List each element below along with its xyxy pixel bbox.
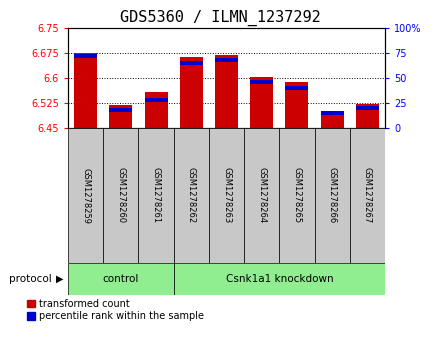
Bar bbox=[321, 111, 344, 114]
Bar bbox=[74, 54, 97, 57]
Text: control: control bbox=[103, 274, 139, 284]
Text: GSM1278265: GSM1278265 bbox=[293, 167, 301, 224]
Text: GSM1278260: GSM1278260 bbox=[116, 167, 125, 224]
Bar bbox=[145, 98, 168, 102]
Bar bbox=[244, 128, 279, 263]
Text: GSM1278261: GSM1278261 bbox=[151, 167, 161, 224]
Text: Csnk1a1 knockdown: Csnk1a1 knockdown bbox=[226, 274, 333, 284]
Bar bbox=[180, 57, 203, 128]
Bar bbox=[250, 77, 273, 128]
Bar bbox=[215, 58, 238, 61]
Bar bbox=[68, 263, 174, 295]
Bar bbox=[286, 82, 308, 128]
Bar bbox=[209, 128, 244, 263]
Text: GSM1278263: GSM1278263 bbox=[222, 167, 231, 224]
Bar bbox=[315, 128, 350, 263]
Text: GSM1278262: GSM1278262 bbox=[187, 167, 196, 224]
Bar bbox=[286, 86, 308, 90]
Text: GSM1278267: GSM1278267 bbox=[363, 167, 372, 224]
Bar bbox=[74, 53, 97, 128]
Text: GSM1278266: GSM1278266 bbox=[328, 167, 337, 224]
Bar bbox=[250, 81, 273, 83]
Bar bbox=[103, 128, 139, 263]
Text: GDS5360 / ILMN_1237292: GDS5360 / ILMN_1237292 bbox=[120, 10, 320, 26]
Bar bbox=[174, 263, 385, 295]
Legend: transformed count, percentile rank within the sample: transformed count, percentile rank withi… bbox=[27, 299, 204, 321]
Bar bbox=[174, 128, 209, 263]
Bar bbox=[356, 106, 379, 110]
Bar bbox=[356, 104, 379, 128]
Text: GSM1278264: GSM1278264 bbox=[257, 167, 266, 224]
Bar bbox=[321, 115, 344, 128]
Text: ▶: ▶ bbox=[56, 274, 64, 284]
Bar bbox=[215, 55, 238, 128]
Bar bbox=[110, 109, 132, 111]
Text: protocol: protocol bbox=[9, 274, 51, 284]
Text: GSM1278259: GSM1278259 bbox=[81, 167, 90, 224]
Bar bbox=[350, 128, 385, 263]
Bar bbox=[110, 105, 132, 128]
Bar bbox=[279, 128, 315, 263]
Bar bbox=[180, 61, 203, 65]
Bar bbox=[139, 128, 174, 263]
Bar bbox=[145, 92, 168, 128]
Bar bbox=[68, 128, 103, 263]
